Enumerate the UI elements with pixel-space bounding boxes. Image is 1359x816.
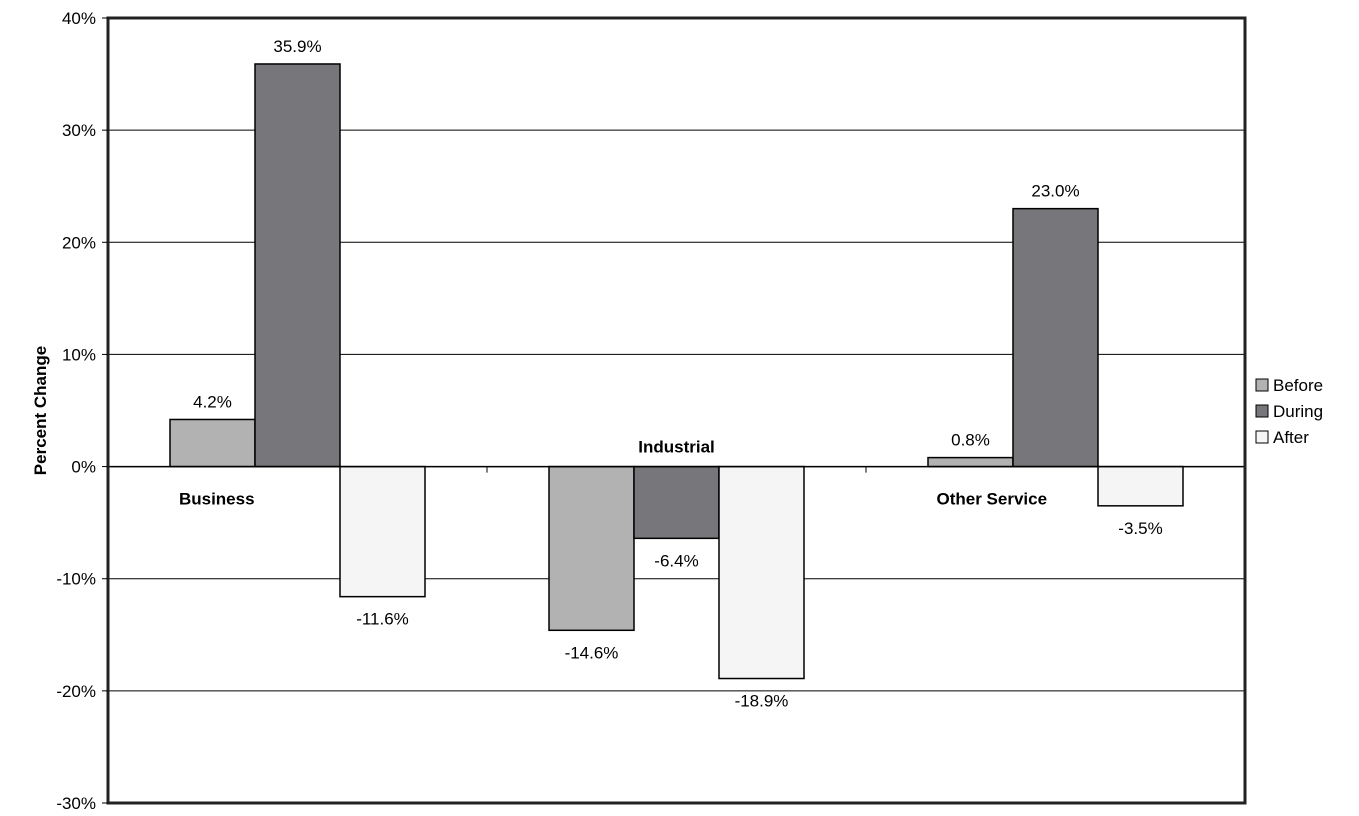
legend: Before During After — [1252, 370, 1354, 456]
category-labels: Business Industrial Other Service — [179, 438, 1047, 509]
data-label: -6.4% — [654, 551, 698, 570]
data-label: 35.9% — [273, 37, 321, 56]
legend-label: Before — [1273, 376, 1323, 395]
y-tick-label: 0% — [71, 458, 96, 477]
legend-swatch-after — [1255, 430, 1269, 444]
data-label: -14.6% — [565, 643, 619, 662]
bar-during-industrial — [633, 465, 720, 540]
data-label: 23.0% — [1031, 182, 1079, 201]
category-label: Business — [179, 490, 255, 509]
legend-label: During — [1273, 402, 1323, 421]
bar-after-business — [339, 465, 426, 598]
legend-swatch-during — [1255, 404, 1269, 418]
data-label: -11.6% — [356, 610, 409, 629]
y-axis-ticks: 40% 30% 20% 10% 0% -10% -20% -30% — [56, 9, 108, 813]
y-tick-label: 40% — [62, 9, 96, 28]
bar-after-other-service — [1097, 465, 1184, 507]
bar-during-other-service — [1012, 207, 1099, 468]
data-label: 0.8% — [951, 431, 990, 450]
legend-swatch-before — [1255, 378, 1269, 392]
plot-frame — [106, 16, 1247, 805]
bar-before-industrial — [548, 465, 635, 632]
y-tick-label: -30% — [56, 794, 96, 813]
category-label: Industrial — [638, 438, 715, 457]
legend-label: After — [1273, 428, 1309, 447]
y-axis-label: Percent Change — [31, 346, 50, 475]
bar-before-business — [169, 418, 256, 468]
data-label: -3.5% — [1118, 519, 1162, 538]
data-labels: 4.2% 35.9% -11.6% -14.6% -6.4% -18.9% 0.8% 23.0… — [193, 37, 1163, 711]
legend-box — [1252, 370, 1354, 456]
y-tick-label: -20% — [56, 682, 96, 701]
bar-during-business — [254, 63, 341, 468]
bars — [108, 63, 1245, 680]
y-tick-label: -10% — [56, 570, 96, 589]
data-label: 4.2% — [193, 392, 232, 411]
y-tick-label: 30% — [62, 121, 96, 140]
y-tick-label: 20% — [62, 233, 96, 252]
bar-before-other-service — [927, 456, 1014, 468]
category-label: Other Service — [936, 490, 1047, 509]
data-label: -18.9% — [735, 692, 789, 711]
y-tick-label: 10% — [62, 345, 96, 364]
bar-after-industrial — [718, 465, 805, 680]
